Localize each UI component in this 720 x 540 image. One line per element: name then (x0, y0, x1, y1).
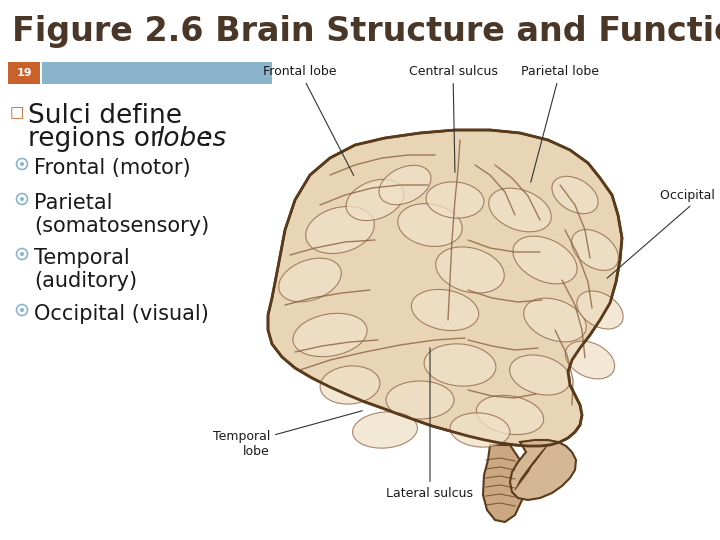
Ellipse shape (279, 258, 341, 302)
Text: Frontal lobe: Frontal lobe (264, 65, 354, 176)
Text: :: : (203, 126, 212, 152)
Ellipse shape (411, 289, 479, 330)
Text: Occipital lobe: Occipital lobe (607, 188, 720, 278)
Ellipse shape (552, 177, 598, 214)
FancyBboxPatch shape (42, 62, 272, 84)
Ellipse shape (346, 179, 404, 221)
Text: Parietal lobe: Parietal lobe (521, 65, 599, 183)
Ellipse shape (489, 188, 552, 232)
Text: Occipital (visual): Occipital (visual) (34, 304, 209, 324)
Ellipse shape (397, 204, 462, 246)
Ellipse shape (320, 366, 380, 404)
Circle shape (20, 197, 24, 201)
Polygon shape (483, 445, 525, 522)
Text: Figure 2.6 Brain Structure and Function: Figure 2.6 Brain Structure and Function (12, 16, 720, 49)
Circle shape (20, 252, 24, 256)
Ellipse shape (436, 247, 504, 293)
Ellipse shape (386, 381, 454, 419)
Ellipse shape (577, 291, 624, 329)
Text: regions or: regions or (28, 126, 169, 152)
Ellipse shape (424, 344, 496, 386)
Text: Temporal
(auditory): Temporal (auditory) (34, 248, 137, 291)
Ellipse shape (379, 165, 431, 205)
Polygon shape (268, 130, 622, 446)
Ellipse shape (510, 355, 570, 395)
Ellipse shape (572, 230, 618, 271)
Ellipse shape (353, 412, 418, 448)
FancyBboxPatch shape (8, 62, 40, 84)
Ellipse shape (306, 206, 374, 254)
Ellipse shape (565, 341, 615, 379)
Ellipse shape (523, 298, 586, 342)
Text: Frontal (motor): Frontal (motor) (34, 158, 191, 178)
Text: Lateral sulcus: Lateral sulcus (387, 348, 474, 500)
Text: lobes: lobes (156, 126, 226, 152)
Text: □: □ (10, 105, 24, 120)
Ellipse shape (426, 182, 484, 218)
Text: Temporal
lobe: Temporal lobe (212, 411, 362, 458)
Ellipse shape (477, 395, 544, 435)
Ellipse shape (513, 236, 577, 284)
Text: Parietal
(somatosensory): Parietal (somatosensory) (34, 193, 210, 236)
Text: Sulci define: Sulci define (28, 103, 182, 129)
Ellipse shape (450, 413, 510, 447)
Polygon shape (510, 440, 576, 500)
Text: Central sulcus: Central sulcus (408, 65, 498, 172)
Text: 19: 19 (16, 68, 32, 78)
Circle shape (20, 308, 24, 312)
Ellipse shape (293, 313, 367, 357)
Circle shape (20, 162, 24, 166)
